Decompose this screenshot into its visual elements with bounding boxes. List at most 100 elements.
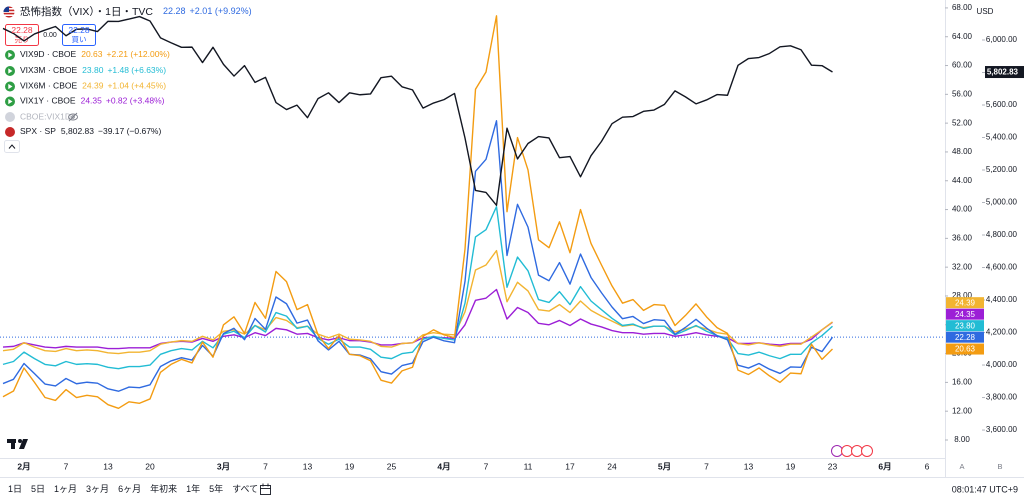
series-line — [2, 205, 833, 370]
legend-entry: VIX1Y · CBOE 24.35 +0.82 (+3.48%) — [20, 96, 165, 106]
legend-value: 24.39 — [82, 81, 104, 91]
legend-value: 5,802.83 — [61, 126, 94, 136]
legend-icon-play — [8, 68, 13, 74]
tv-logo — [7, 439, 28, 449]
legend-change: +0.82 (+3.48%) — [106, 96, 165, 106]
legend-name: VIX6M · CBOE — [20, 81, 77, 91]
y2-tick-label: 5,400.00 — [986, 133, 1018, 142]
series-line — [2, 15, 833, 206]
y-tick-label: 40.00 — [952, 205, 973, 214]
x-tick-label: 7 — [263, 461, 268, 471]
title-text: 恐怖指数（VIX）・1日・TVC — [20, 5, 153, 18]
legend-value: 23.80 — [82, 65, 104, 75]
y2-tick-label: 3,600.00 — [986, 425, 1018, 434]
chart-title: 恐怖指数（VIX）・1日・TVC 22.28 +2.01 (+9.92%) — [20, 5, 252, 18]
legend-change: +1.48 (+6.63%) — [107, 65, 166, 75]
buy-label: 買い — [72, 35, 87, 44]
x-tick-label: 5月 — [658, 461, 671, 471]
x-tick-label: 13 — [103, 461, 113, 471]
price-badge — [946, 308, 984, 320]
legend-change: −39.17 (−0.67%) — [98, 126, 161, 136]
x-tick-label: 7 — [704, 461, 709, 471]
sell-button[interactable] — [5, 24, 39, 46]
legend-change: +2.21 (+12.00%) — [107, 49, 170, 59]
series-line — [2, 288, 833, 350]
y-tick-label: 44.00 — [952, 176, 973, 185]
y2-tick-label: 6,000.00 — [986, 35, 1018, 44]
range-tab[interactable]: 3ヶ月 — [86, 484, 109, 494]
legend-icon-play — [8, 52, 13, 58]
y2-tick-label: 4,600.00 — [986, 263, 1018, 272]
y-tick-label: 16.00 — [952, 377, 973, 386]
y-tick-label: 68.00 — [952, 3, 973, 12]
sell-price: 22.28 — [11, 25, 33, 35]
price-badge — [946, 331, 984, 343]
legend-name: SPX · SP — [20, 126, 56, 136]
price-badge — [946, 343, 984, 355]
legend-entry: SPX · SP 5,802.83 −39.17 (−0.67%) — [20, 126, 161, 136]
range-tab[interactable]: すべて — [232, 484, 258, 494]
price-badge-label: 5,802.83 — [987, 68, 1019, 77]
range-tab[interactable]: 1日 — [8, 484, 22, 494]
y2-tick-label: 3,800.00 — [986, 393, 1018, 402]
series-line — [2, 15, 833, 410]
legend-change: +1.04 (+4.45%) — [107, 81, 166, 91]
y-tick-label: 64.00 — [952, 32, 973, 41]
y2-tick-label: 4,400.00 — [986, 295, 1018, 304]
y-tick-label: 12.00 — [952, 406, 973, 415]
x-tick-label: 19 — [786, 461, 796, 471]
price-badge — [946, 320, 984, 332]
x-tick-label: 4月 — [437, 461, 450, 471]
header-change: +2.01 (+9.92%) — [190, 6, 252, 16]
price-badge-label: 20.63 — [955, 345, 976, 354]
currency-selector[interactable]: USD — [977, 7, 994, 16]
calendar-icon[interactable] — [260, 483, 271, 495]
scale-auto[interactable]: A — [959, 462, 964, 471]
scale-b[interactable]: B — [997, 462, 1002, 471]
y-tick-label: 60.00 — [952, 61, 973, 70]
y-tick-label: 48.00 — [952, 147, 973, 156]
range-tab[interactable]: 5年 — [209, 483, 223, 494]
y2-tick-label: 5,000.00 — [986, 198, 1018, 207]
price-badge-label: 24.39 — [955, 298, 976, 307]
buy-button[interactable] — [62, 24, 96, 46]
range-tab[interactable]: 年初来 — [150, 483, 177, 494]
y2-tick-label: 4,000.00 — [986, 360, 1018, 369]
legend-value: 20.63 — [81, 49, 103, 59]
range-tab[interactable]: 1年 — [186, 483, 200, 494]
legend-name: VIX9D · CBOE — [20, 49, 77, 59]
x-tick-label: 25 — [387, 461, 397, 471]
y2-tick-label: 4,800.00 — [986, 230, 1018, 239]
range-tabs: 1日 5日 1ヶ月 3ヶ月 6ヶ月 年初来 1年 5年 すべて — [8, 483, 258, 494]
range-tab[interactable]: 6ヶ月 — [118, 484, 141, 494]
clock: 08:01:47 UTC+9 — [952, 484, 1018, 494]
y-tick-label: 32.00 — [952, 262, 973, 271]
x-tick-label: 11 — [524, 461, 533, 471]
flag-icon — [3, 6, 15, 18]
y2-tick-label: 5,600.00 — [986, 100, 1018, 109]
legend-icon-play — [8, 98, 13, 105]
x-tick-label: 17 — [565, 461, 575, 471]
eye-icon[interactable] — [68, 112, 78, 122]
range-tab[interactable]: 5日 — [31, 484, 45, 494]
range-tab[interactable]: 1ヶ月 — [54, 484, 77, 494]
x-tick-label: 7 — [64, 461, 69, 471]
price-badge — [985, 66, 1024, 79]
x-tick-label: 13 — [744, 461, 754, 471]
y-tick-label: 8.00 — [954, 435, 970, 444]
price-badge-label: 23.80 — [955, 321, 976, 330]
y-tick-label: 36.00 — [952, 233, 973, 242]
x-tick-label: 7 — [484, 461, 489, 471]
legend-value: 24.35 — [81, 96, 103, 106]
header-value: 22.28 — [163, 6, 186, 16]
price-badge-label: 24.35 — [955, 310, 976, 319]
collapse-button[interactable] — [4, 140, 20, 153]
x-tick-label: 6 — [925, 461, 930, 471]
x-tick-label: 20 — [145, 461, 155, 471]
x-tick-label: 6月 — [878, 461, 891, 471]
y2-tick-label: 5,200.00 — [986, 165, 1018, 174]
buy-price: 22.28 — [68, 25, 90, 35]
